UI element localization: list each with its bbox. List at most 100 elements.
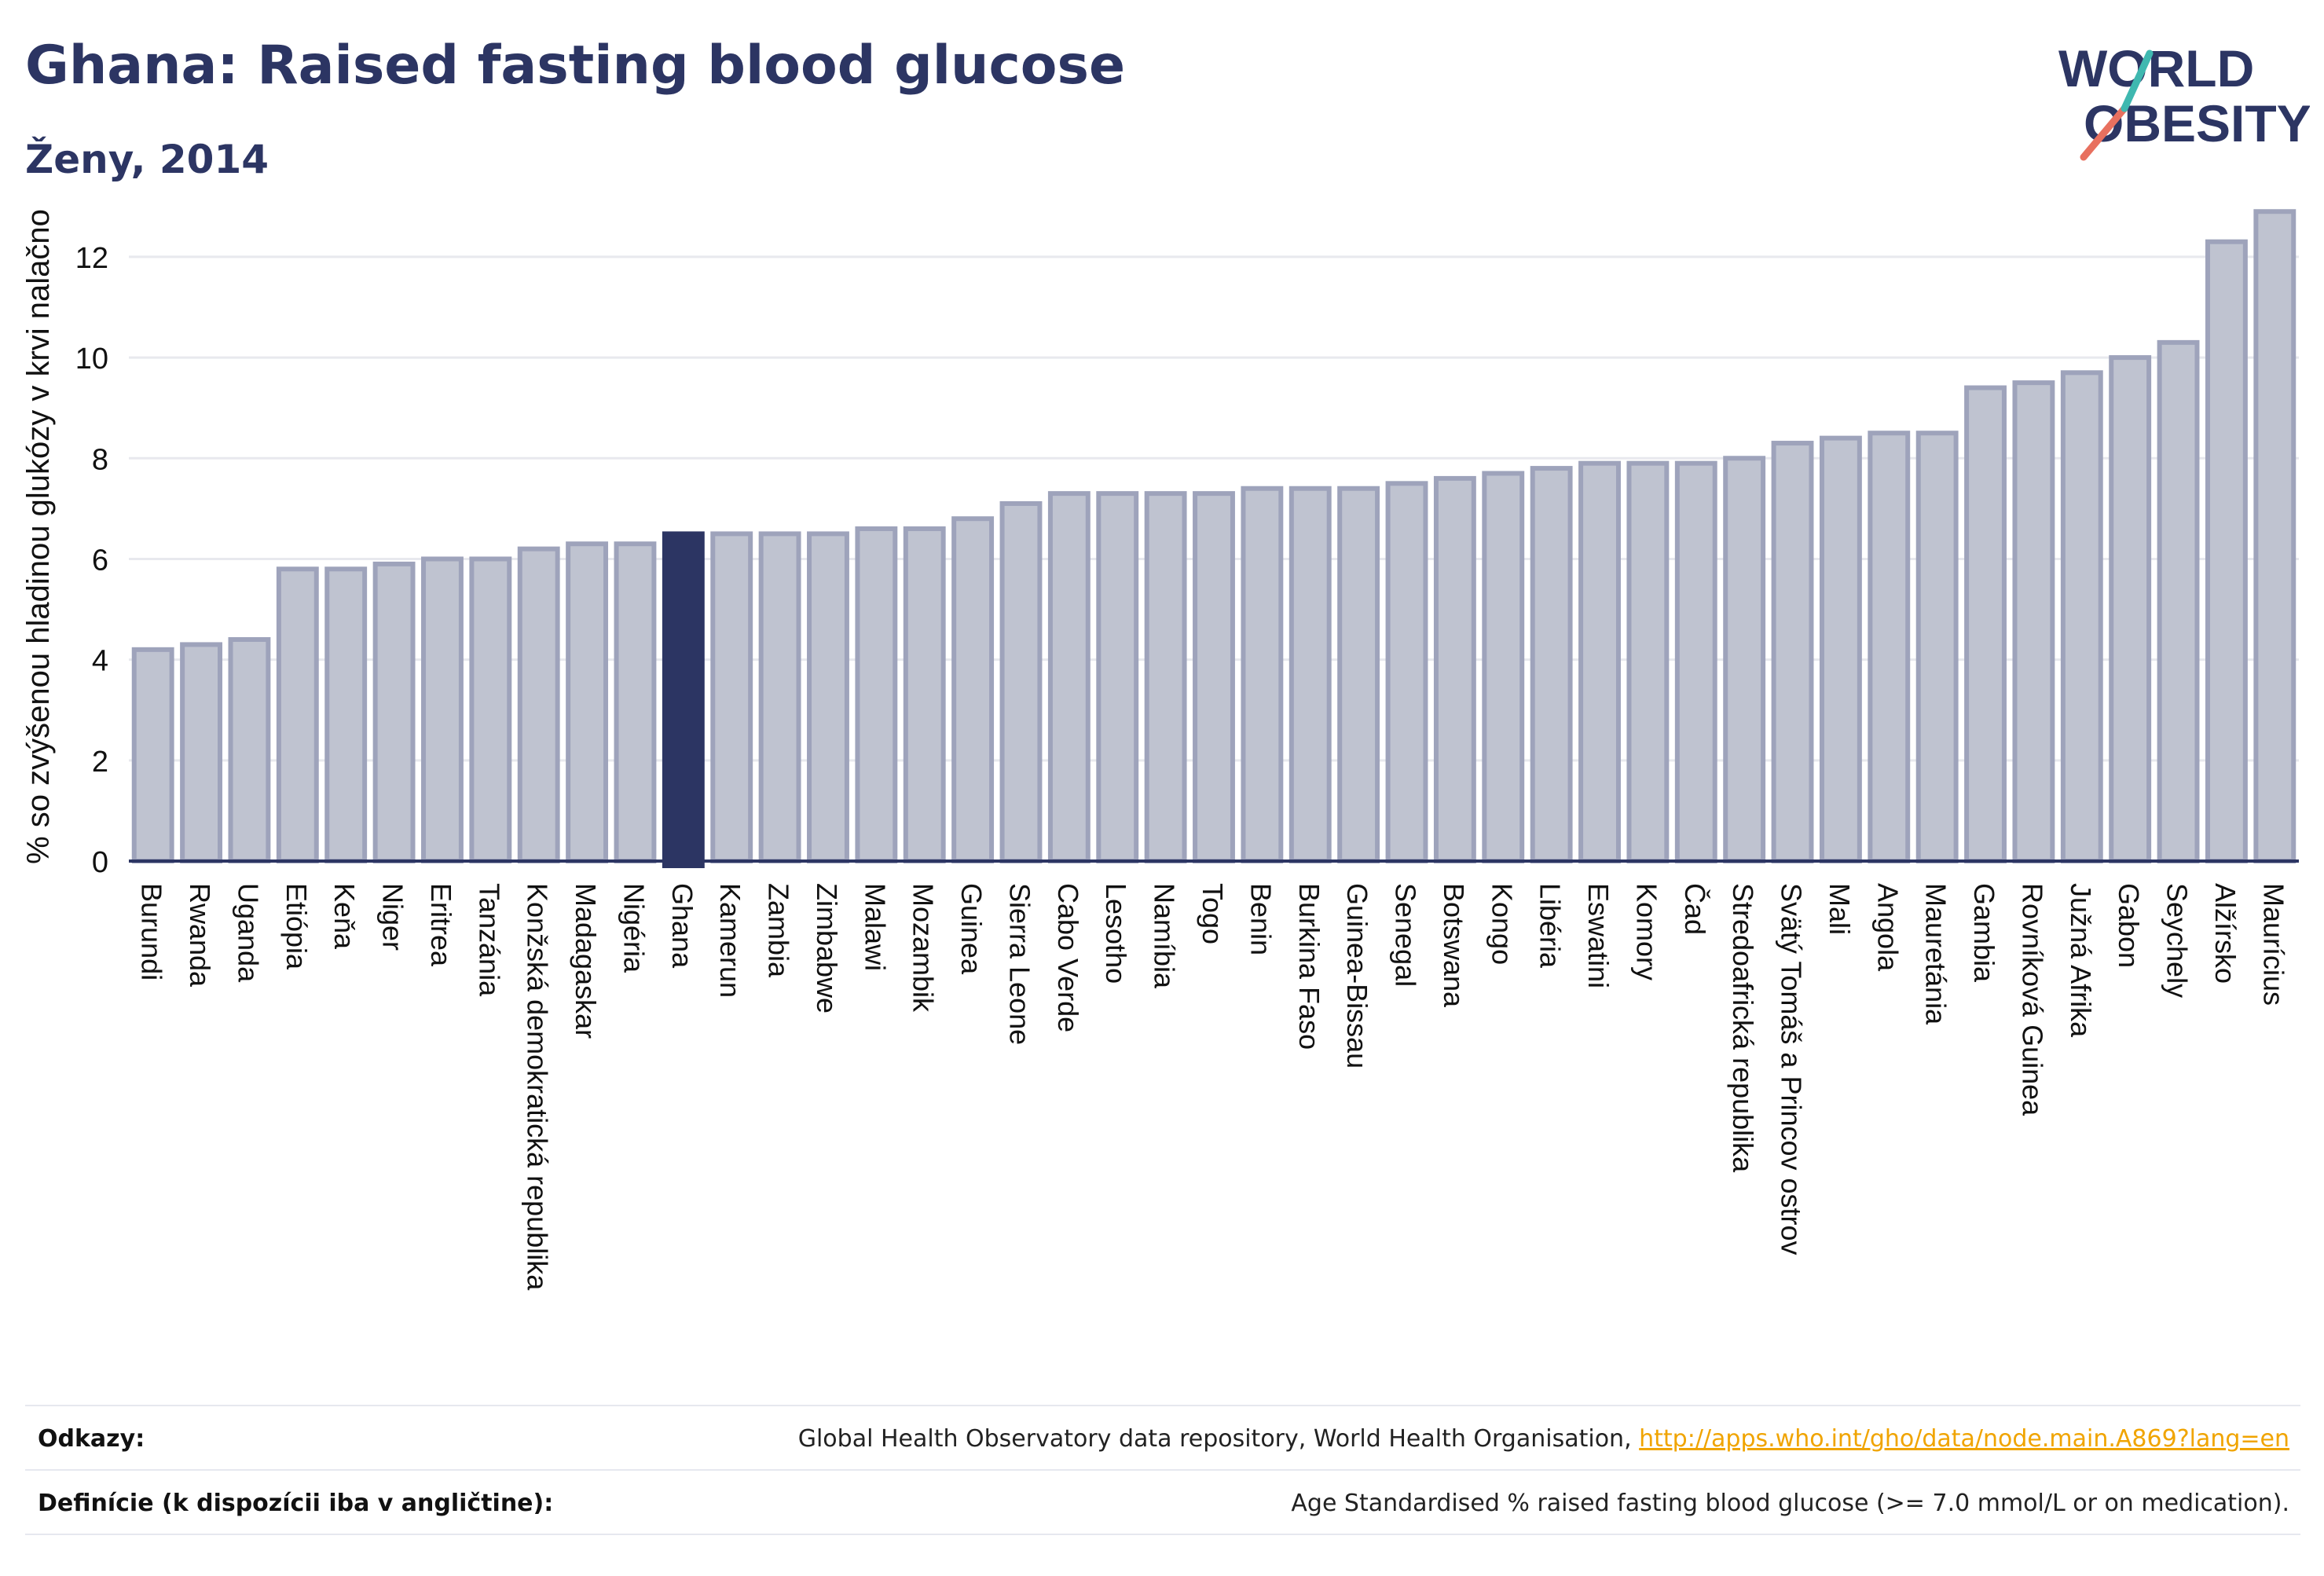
bar-kon-sk-demokratick-republika <box>517 546 560 863</box>
bar-zambia <box>758 531 801 864</box>
x-tick-label: Malawi <box>859 883 891 971</box>
bars <box>131 209 2297 869</box>
logo-line2: OBESITY <box>2084 94 2310 152</box>
x-tick-label: Botswana <box>1438 883 1470 1008</box>
bar-kamerun <box>710 531 753 864</box>
bar-ghana <box>662 531 705 869</box>
x-tick-label: Komory <box>1630 883 1662 980</box>
bar-madagaskar <box>566 541 609 864</box>
x-tick-label: Burkina Faso <box>1293 883 1325 1050</box>
axes: 0 2 4 6 8 10 12 Burundi Rwanda Uganda Etiópia Keňa N… <box>75 242 2299 1291</box>
chart-subtitle: Ženy, 2014 <box>25 137 269 182</box>
x-tick-label: Cabo Verde <box>1052 883 1084 1032</box>
footer-divider-bottom <box>25 1534 2300 1535</box>
x-tick-label: Guinea <box>955 883 988 975</box>
x-tick-label: Libéria <box>1534 883 1567 969</box>
bar-kongo <box>1482 471 1525 863</box>
x-tick-label: Kamerun <box>714 883 746 998</box>
bar-sierra-leone <box>999 500 1043 863</box>
y-tick-label: 4 <box>92 645 108 678</box>
bar-togo <box>1193 491 1235 863</box>
bar--ad <box>1674 460 1717 863</box>
y-tick-label: 2 <box>92 746 108 779</box>
x-tick-label: Keňa <box>328 883 361 950</box>
x-tick-label: Seychely <box>2161 883 2194 998</box>
bar-mozambik <box>903 526 946 863</box>
y-tick-label: 6 <box>92 544 108 577</box>
bar-malawi <box>855 526 898 863</box>
bar-ke-a <box>324 566 368 863</box>
y-tick-label: 0 <box>92 846 108 879</box>
x-tick-label: Sierra Leone <box>1003 883 1036 1045</box>
bar-gambia <box>1964 385 2007 863</box>
x-tick-label: Svätý Tomáš a Princov ostrov <box>1776 883 1808 1255</box>
x-tick-label: Maurícius <box>2257 883 2289 1006</box>
x-tick-label: Angola <box>1871 883 1904 972</box>
bar-gabon <box>2109 355 2152 864</box>
y-tick-label: 10 <box>75 343 108 376</box>
x-tick-label: Madagaskar <box>570 883 602 1039</box>
logo-line1: WORLD <box>2058 39 2254 97</box>
bar-seychely <box>2157 339 2200 863</box>
references-label: Odkazy: <box>38 1425 145 1453</box>
bar-uganda <box>228 637 271 863</box>
x-tick-label: Lesotho <box>1100 883 1132 984</box>
footer-divider-top <box>25 1405 2300 1406</box>
footer-divider-middle <box>25 1469 2300 1471</box>
x-tick-label: Togo <box>1197 883 1229 944</box>
bar-burkina-faso <box>1288 486 1332 864</box>
bar-rwanda <box>180 642 223 864</box>
bar-niger <box>372 561 416 863</box>
bar-tanz-nia <box>469 556 512 863</box>
x-tick-label: Zimbabwe <box>811 883 843 1013</box>
bar-chart: 0 2 4 6 8 10 12 Burundi Rwanda Uganda Etiópia Keňa N… <box>21 209 2299 1291</box>
bar-ju-n-afrika <box>2060 370 2103 863</box>
y-axis-label: % so zvýšenou hladinou glukózy v krvi na… <box>21 209 56 864</box>
bar-angola <box>1868 431 1911 863</box>
bar-eti-pia <box>276 566 319 863</box>
x-tick-label: Gabon <box>2113 883 2145 968</box>
definitions-label: Definície (k dispozícii iba v angličtine… <box>38 1490 554 1517</box>
bar-burundi <box>131 647 174 863</box>
bar-botswana <box>1433 475 1476 864</box>
x-tick-label: Mozambik <box>907 883 940 1013</box>
x-tick-label: Konžská demokratická republika <box>522 883 554 1291</box>
logo-slash-teal <box>2121 49 2154 112</box>
x-tick-label: Alžírsko <box>2209 883 2242 984</box>
bar-lesotho <box>1096 491 1139 863</box>
x-tick-label: Čad <box>1679 883 1711 935</box>
bar-stredoafrick-republika <box>1723 456 1766 863</box>
x-tick-label: Etiópia <box>280 883 313 970</box>
x-tick-label: Senegal <box>1390 883 1422 987</box>
x-tick-label: Stredoafrická republika <box>1727 883 1759 1173</box>
references-link[interactable]: http://apps.who.int/gho/data/node.main.A… <box>1639 1425 2289 1453</box>
x-tick-label: Kongo <box>1486 883 1518 965</box>
bar-nig-ria <box>614 541 657 864</box>
x-tick-label: Eritrea <box>425 883 457 967</box>
x-tick-label: Namíbia <box>1149 883 1181 989</box>
x-tick-label: Mauretánia <box>1920 883 1952 1025</box>
definitions-text: Age Standardised % raised fasting blood … <box>1291 1490 2289 1517</box>
x-tick-label: Rwanda <box>184 883 216 988</box>
x-tick-label: Benin <box>1244 883 1277 955</box>
x-tick-label: Niger <box>377 883 409 951</box>
references-text: Global Health Observatory data repositor… <box>797 1425 1640 1453</box>
x-tick-label: Mali <box>1824 883 1856 935</box>
x-tick-label: Uganda <box>232 883 264 983</box>
bar-komory <box>1626 460 1670 863</box>
x-tick-label: Zambia <box>763 883 795 978</box>
references-value: Global Health Observatory data repositor… <box>798 1425 2289 1453</box>
bar-al-rsko <box>2205 239 2248 863</box>
world-obesity-logo: WORLD OBESITY <box>2058 39 2310 161</box>
bar-senegal <box>1385 481 1428 863</box>
logo-slash-red <box>2080 104 2128 161</box>
x-tick-label: Burundi <box>136 883 168 980</box>
x-tick-label: Tanzánia <box>473 883 505 997</box>
bar-guinea-bissau <box>1337 486 1380 864</box>
bar-mali <box>1819 435 1862 863</box>
bar-mauret-nia <box>1915 431 1959 863</box>
x-tick-label: Rovníková Guinea <box>2016 883 2048 1116</box>
bar-rovn-kov-guinea <box>2012 380 2055 863</box>
chart-title: Ghana: Raised fasting blood glucose <box>25 35 1126 97</box>
x-tick-label: Guinea-Bissau <box>1341 883 1373 1068</box>
